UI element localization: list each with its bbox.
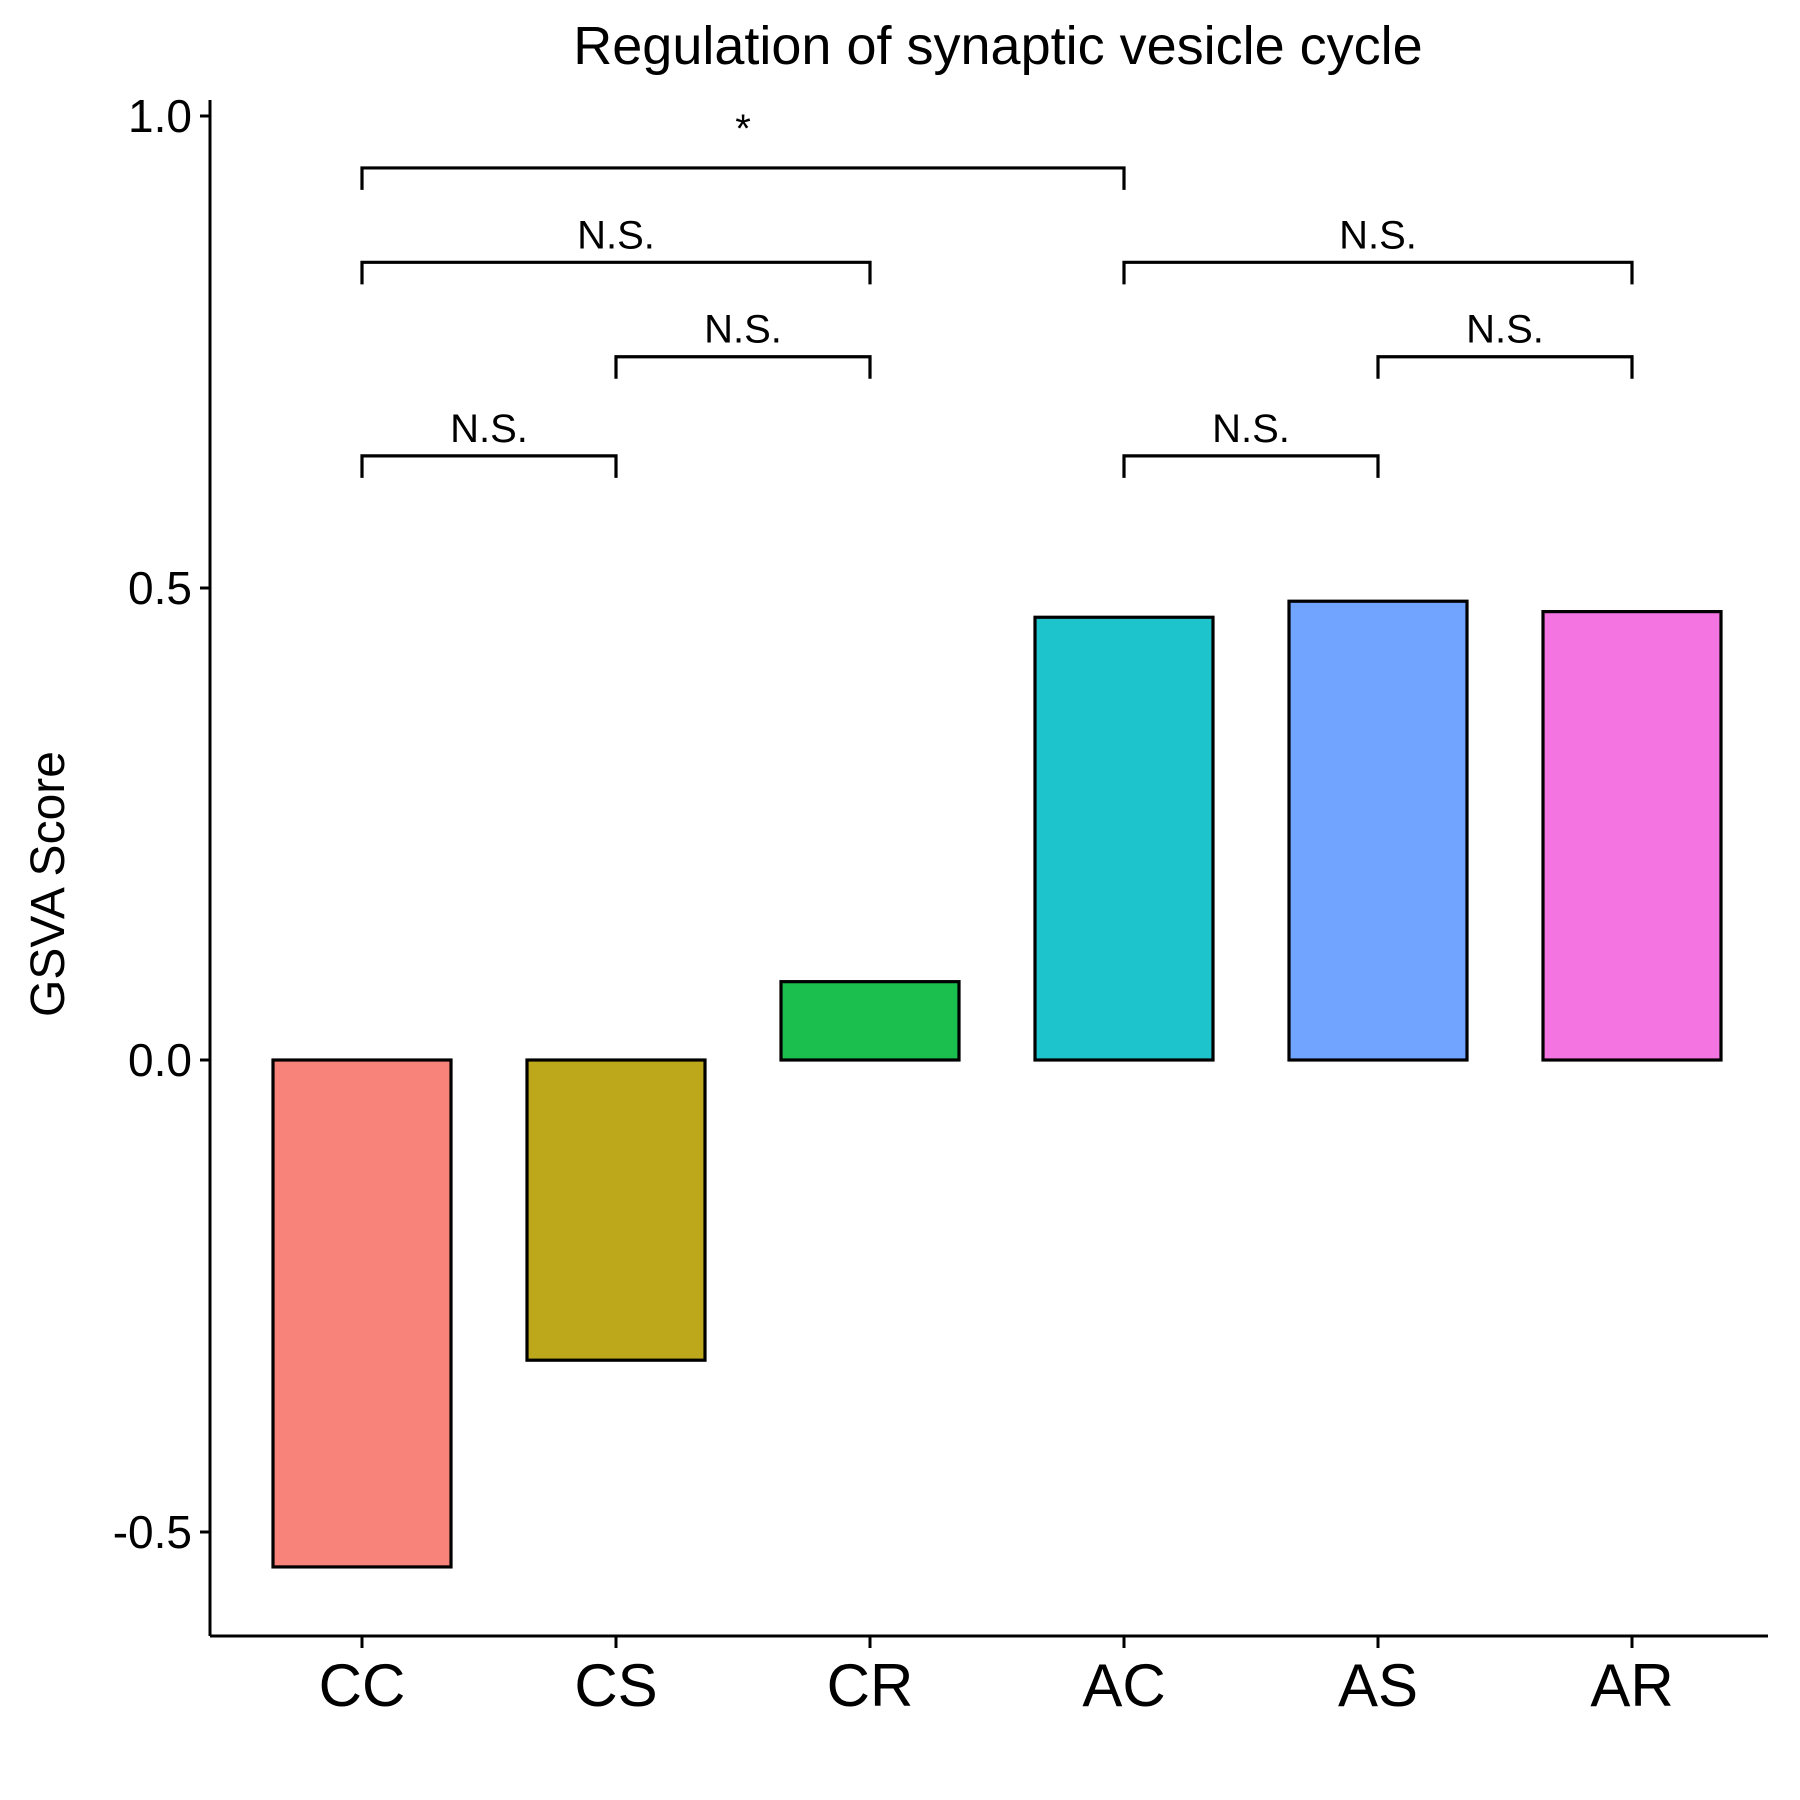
bar-as	[1287, 599, 1469, 1062]
plot-area: -0.5 0.0 0.5 1.0 CC CS CR AC AS AR N.S. N.S. N.S. * N.…	[113, 90, 1768, 1719]
chart-title: Regulation of synaptic vesicle cycle	[573, 16, 1422, 76]
y-axis-label: GSVA Score	[22, 751, 75, 1017]
significance-label: N.S.	[1466, 308, 1544, 352]
x-tick-label: CC	[319, 1652, 406, 1719]
significance-bracket	[360, 454, 618, 478]
y-tick-label: 1.0	[128, 90, 192, 142]
x-tick-label: CS	[574, 1652, 657, 1719]
x-tick-label: AC	[1082, 1652, 1165, 1719]
y-tick-label: 0.0	[128, 1034, 192, 1086]
y-tick-label: -0.5	[113, 1506, 192, 1558]
significance-bracket	[360, 260, 872, 285]
bar-ar	[1541, 609, 1723, 1062]
significance-label: N.S.	[1339, 213, 1417, 257]
bar-cs	[525, 1058, 707, 1362]
x-tick-label: AR	[1590, 1652, 1673, 1719]
significance-bracket	[1122, 260, 1634, 285]
bar-cc	[271, 1058, 453, 1569]
bar-cr	[779, 980, 961, 1062]
significance-label: N.S.	[704, 308, 782, 352]
significance-label: N.S.	[450, 407, 528, 451]
x-tick-label: CR	[827, 1652, 914, 1719]
significance-bracket	[360, 166, 1126, 190]
significance-bracket	[1376, 355, 1634, 379]
significance-label: N.S.	[577, 213, 655, 257]
bar-ac	[1033, 615, 1215, 1062]
significance-label: *	[735, 107, 751, 151]
significance-bracket	[1122, 454, 1380, 478]
significance-label: N.S.	[1212, 407, 1290, 451]
x-tick-label: AS	[1338, 1652, 1418, 1719]
y-tick-label: 0.5	[128, 562, 192, 614]
significance-bracket	[614, 355, 872, 379]
